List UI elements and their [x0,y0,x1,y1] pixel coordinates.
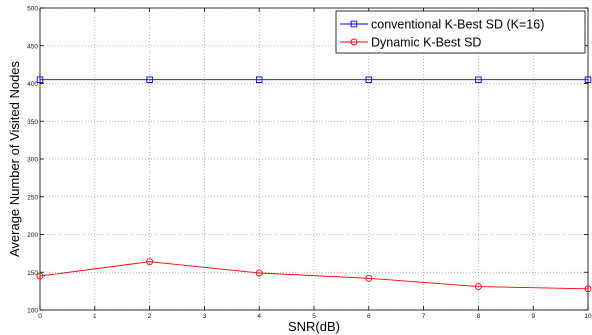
y-tick-label: 100 [27,308,38,315]
data-point [255,269,263,277]
y-tick-label: 150 [27,270,38,277]
series-dynamic-k-best [36,258,592,293]
data-point [365,76,373,83]
y-axis-label: Average Number of Visited Nodes [7,60,22,257]
axis-ticks: 0 1 2 3 4 5 6 7 8 9 10 100 150 200 250 300 350 400 450 500 [27,6,592,321]
x-tick-label: 4 [257,313,261,320]
y-tick-label: 400 [27,81,38,88]
series-line [39,261,589,290]
data-point [365,274,373,282]
legend: conventional K-Best SD (K=16) Dynamic K-B… [335,10,586,54]
data-point [36,272,44,280]
x-tick-label: 9 [531,313,535,320]
data-point [584,285,592,293]
legend-label: conventional K-Best SD (K=16) [371,18,544,32]
y-tick-label: 450 [27,43,38,50]
x-tick-label: 3 [203,313,207,320]
x-tick-label: 8 [477,313,481,320]
data-point [584,76,592,83]
data-point [255,76,263,83]
y-tick-label: 200 [27,232,38,239]
data-point [146,76,153,83]
data-point [36,76,44,83]
y-tick-label: 300 [27,157,38,164]
x-tick-label: 5 [312,313,316,320]
series-conventional-k-best [36,76,592,83]
data-point [474,283,482,291]
legend-box [335,10,586,54]
x-tick-label: 10 [584,313,592,320]
x-tick-label: 7 [422,313,426,320]
legend-square-marker [350,20,358,28]
y-tick-label: 350 [27,119,38,126]
x-tick-label: 0 [38,313,42,320]
legend-label: Dynamic K-Best SD [371,36,481,50]
data-point [146,258,154,266]
x-tick-label: 1 [93,313,97,320]
legend-entry: Dynamic K-Best SD [340,36,481,50]
y-tick-label: 500 [27,6,38,13]
x-axis-label: SNR(dB) [288,319,340,334]
y-tick-label: 250 [27,194,38,201]
legend-entry: conventional K-Best SD (K=16) [340,18,544,32]
legend-circle-marker [350,38,358,46]
series-layer [36,76,592,293]
data-point [475,76,482,83]
x-tick-label: 2 [148,313,152,320]
x-tick-label: 6 [367,313,371,320]
